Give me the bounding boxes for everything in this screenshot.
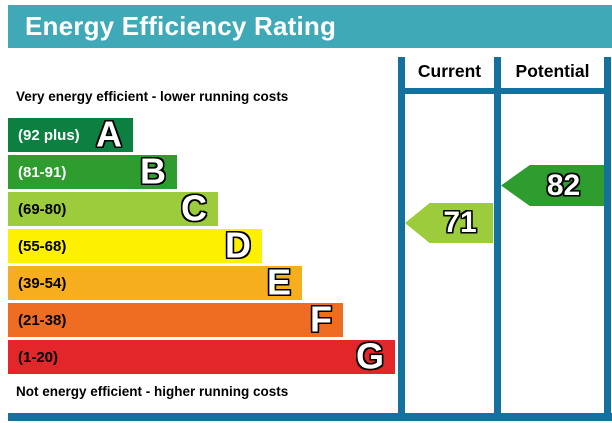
band-letter: F <box>310 298 332 340</box>
bottom-frame-bar <box>8 413 612 421</box>
band-letter: E <box>266 261 291 303</box>
top-note: Very energy efficient - lower running co… <box>16 89 289 104</box>
potential-column-header: Potential <box>515 61 590 81</box>
bands-container: (92 plus) A (81-91) B (69-80) C (55-68) D (39-54… <box>8 113 395 377</box>
title-bar: Energy Efficiency Rating <box>8 5 612 48</box>
column-divider <box>494 57 501 413</box>
band-c: (69-80) C <box>8 187 218 229</box>
potential-rating-arrow: 82 <box>501 165 604 206</box>
band-g: (1-20) G <box>8 335 395 377</box>
band-range-label: (21-38) <box>18 311 67 329</box>
bottom-note: Not energy efficient - higher running co… <box>16 384 289 399</box>
band-letter: B <box>140 150 166 192</box>
band-range-label: (55-68) <box>18 237 67 255</box>
band-letter: G <box>355 335 384 377</box>
band-f: (21-38) F <box>8 298 343 340</box>
band-range-label: (92 plus) <box>18 126 80 144</box>
potential-rating-value: 82 <box>546 168 581 202</box>
band-range-label: (1-20) <box>18 348 59 366</box>
band-b: (81-91) B <box>8 150 177 192</box>
current-column-header: Current <box>417 61 482 81</box>
band-letter: A <box>96 113 122 155</box>
band-letter: C <box>181 187 207 229</box>
current-rating-arrow: 71 <box>405 203 493 243</box>
page-title: Energy Efficiency Rating <box>25 11 337 41</box>
band-d: (55-68) D <box>8 224 262 266</box>
current-rating-value: 71 <box>443 206 477 239</box>
band-letter: D <box>225 224 251 266</box>
band-a: (92 plus) A <box>8 113 133 155</box>
band-e: (39-54) E <box>8 261 302 303</box>
current-column-left-border <box>398 57 405 413</box>
band-range-label: (81-91) <box>18 163 67 181</box>
potential-column-right-border <box>604 57 611 413</box>
band-range-label: (39-54) <box>18 274 67 292</box>
column-header-underline <box>398 88 611 94</box>
band-range-label: (69-80) <box>18 200 67 218</box>
